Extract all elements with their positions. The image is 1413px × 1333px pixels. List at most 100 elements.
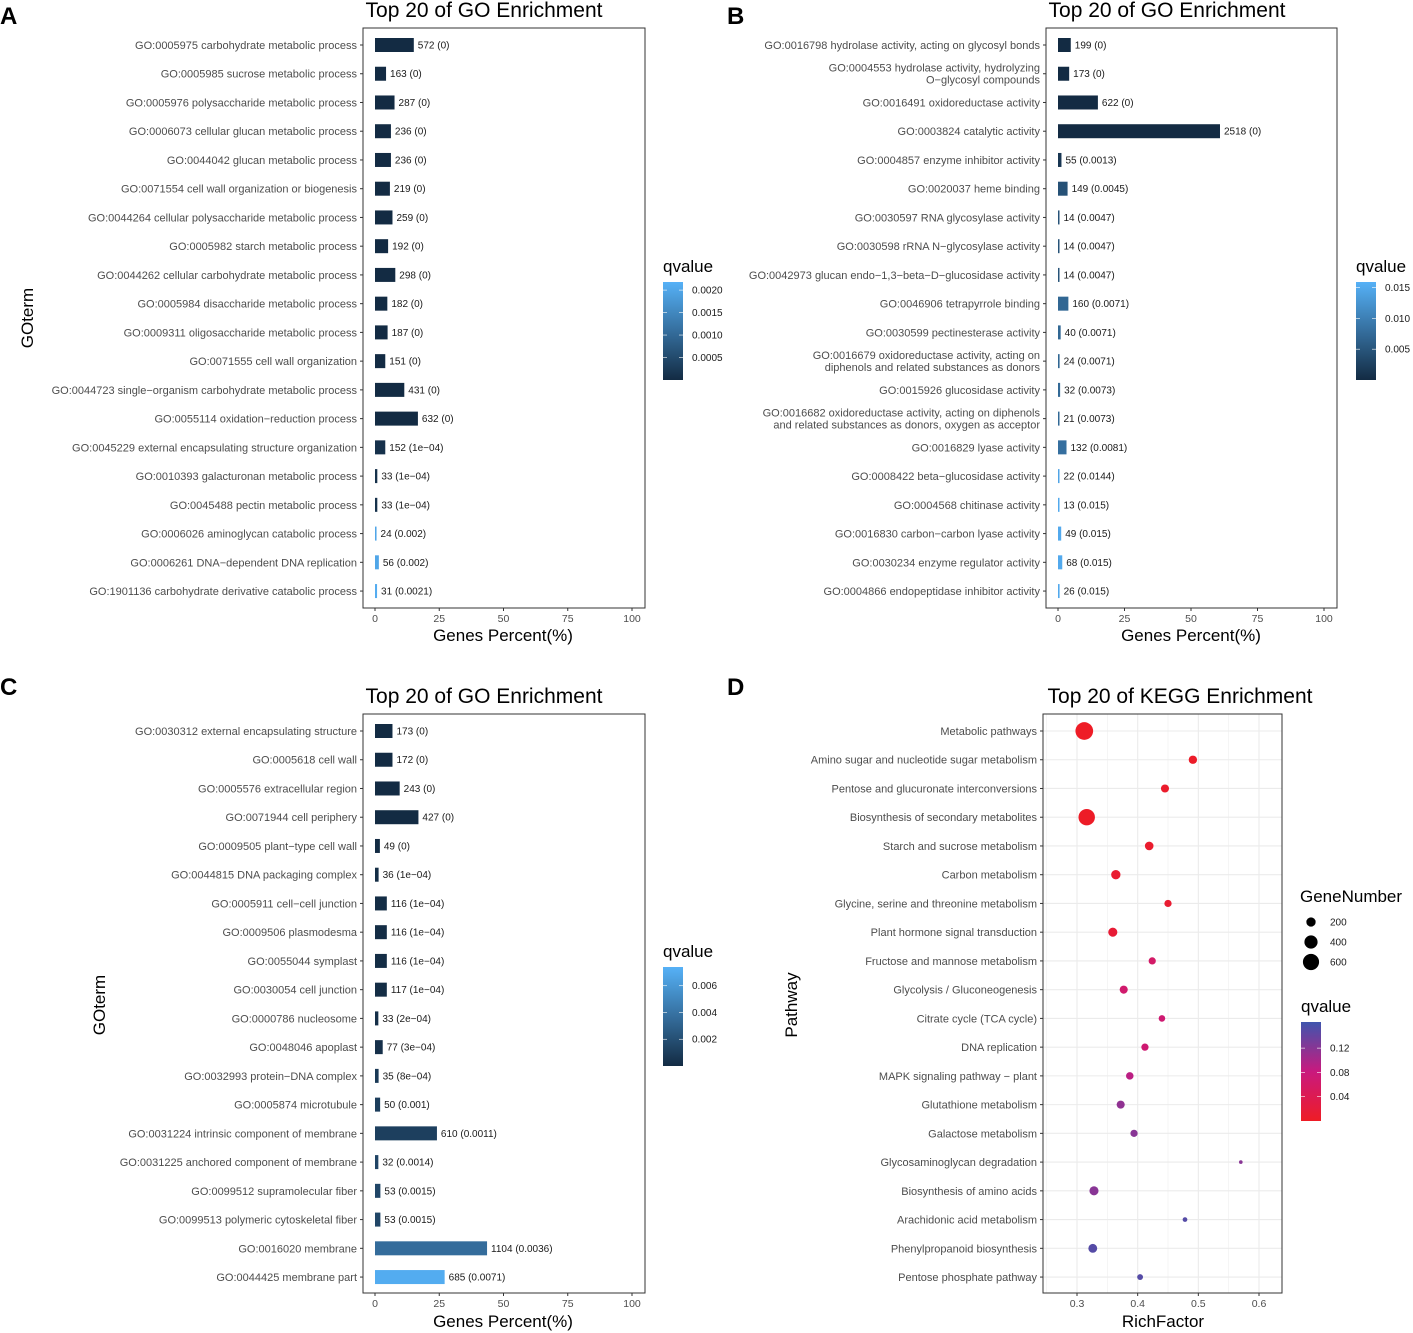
y-tick-label: Biosynthesis of amino acids xyxy=(901,1186,1037,1198)
plot-border xyxy=(1045,27,1338,609)
color-legend-label: 0.0010 xyxy=(692,331,723,342)
y-tick-label: Pentose phosphate pathway xyxy=(898,1272,1037,1284)
bar-data-label: 236 (0) xyxy=(395,155,427,166)
bar xyxy=(1058,239,1060,254)
x-tick-label: 100 xyxy=(623,613,641,625)
y-tick-label: GO:0004553 hydrolase activity, hydrolyzi… xyxy=(829,63,1041,87)
bar xyxy=(1058,526,1062,541)
bar-data-label: 56 (0.002) xyxy=(383,558,429,569)
bar xyxy=(375,752,393,767)
y-tick-label: GO:0016682 oxidoreductase activity, acti… xyxy=(763,408,1041,432)
bar-data-label: 35 (8e−04) xyxy=(383,1071,432,1082)
bar xyxy=(375,1097,381,1112)
y-tick-label: GO:0005985 sucrose metabolic process xyxy=(161,69,358,81)
bar xyxy=(375,724,393,738)
y-tick-label: GO:0044262 cellular carbohydrate metabol… xyxy=(97,270,357,282)
bar xyxy=(1058,469,1060,484)
x-tick-label: 100 xyxy=(623,1298,641,1310)
bar xyxy=(375,867,379,882)
bar-data-label: 199 (0) xyxy=(1075,41,1107,52)
bar xyxy=(1058,325,1061,340)
bar-data-label: 55 (0.0013) xyxy=(1065,155,1116,166)
bar-data-label: 219 (0) xyxy=(394,184,426,195)
bar xyxy=(375,555,379,570)
bar-data-label: 33 (1e−04) xyxy=(381,500,430,511)
bar xyxy=(1058,382,1061,397)
bar xyxy=(375,124,391,139)
y-tick-label: GO:0044815 DNA packaging complex xyxy=(171,870,357,882)
data-point xyxy=(1116,1100,1125,1109)
data-point xyxy=(1108,927,1118,937)
color-legend-bar xyxy=(1301,1022,1321,1121)
data-point xyxy=(1188,755,1198,764)
size-legend-label: 200 xyxy=(1330,918,1347,929)
y-tick-label: Carbon metabolism xyxy=(942,870,1037,882)
x-tick-label: 75 xyxy=(1252,613,1264,625)
data-point xyxy=(1111,870,1121,880)
y-tick-label: Starch and sucrose metabolism xyxy=(883,841,1037,853)
y-tick-label: Glycine, serine and threonine metabolism xyxy=(835,898,1037,910)
x-tick-label: 50 xyxy=(498,1298,510,1310)
color-legend-title: qvalue xyxy=(663,257,713,276)
chart-title: Top 20 of GO Enrichment xyxy=(366,685,603,708)
data-point xyxy=(1089,1186,1099,1196)
y-tick-label: GO:0005874 microtubule xyxy=(234,1100,357,1112)
y-tick-label: GO:0071555 cell wall organization xyxy=(189,356,357,368)
y-tick-label: GO:1901136 carbohydrate derivative catab… xyxy=(89,586,357,598)
bar xyxy=(375,95,395,110)
y-axis-label: GOterm xyxy=(90,975,109,1035)
bar xyxy=(375,152,391,167)
bar-data-label: 33 (2e−04) xyxy=(382,1014,431,1025)
bar-data-label: 50 (0.001) xyxy=(384,1100,430,1111)
y-tick-label: GO:0015926 glucosidase activity xyxy=(879,385,1040,397)
y-tick-label: GO:0055044 symplast xyxy=(248,956,357,968)
y-tick-label: Pentose and glucuronate interconversions xyxy=(832,783,1038,795)
bar-data-label: 13 (0.015) xyxy=(1064,500,1110,511)
plot-border xyxy=(362,713,646,1294)
y-tick-label: Glycosaminoglycan degradation xyxy=(880,1157,1037,1169)
x-axis-label: Genes Percent(%) xyxy=(433,1312,573,1331)
x-tick-label: 0.6 xyxy=(1252,1298,1267,1310)
panel-c: Top 20 of GO Enrichment Genes Percent(%) G… xyxy=(90,685,717,1331)
bar xyxy=(375,469,378,484)
bar xyxy=(375,810,419,825)
bar-data-label: 192 (0) xyxy=(392,242,424,253)
plot-border xyxy=(362,27,646,609)
bar xyxy=(375,584,378,599)
y-tick-label: GO:0030312 external encapsulating struct… xyxy=(135,726,357,738)
y-tick-label: GO:0006026 aminoglycan catabolic process xyxy=(141,529,357,541)
y-tick-label: Metabolic pathways xyxy=(940,726,1037,738)
bar xyxy=(375,66,387,81)
x-tick-label: 0 xyxy=(372,613,378,625)
y-tick-label: GO:0016020 membrane xyxy=(238,1243,357,1255)
y-tick-label: GO:0071944 cell periphery xyxy=(226,812,358,824)
y-tick-label: GO:0099513 polymeric cytoskeletal fiber xyxy=(159,1215,357,1227)
y-tick-label: GO:0030599 pectinesterase activity xyxy=(866,327,1041,339)
data-point xyxy=(1130,1129,1138,1137)
y-tick-label: GO:0048046 apoplast xyxy=(249,1042,357,1054)
bar xyxy=(375,267,396,282)
y-tick-label: GO:0005975 carbohydrate metabolic proces… xyxy=(135,40,357,52)
bar xyxy=(1058,181,1068,196)
x-tick-label: 0.3 xyxy=(1070,1298,1085,1310)
bar-data-label: 572 (0) xyxy=(418,41,450,52)
bar-data-label: 53 (0.0015) xyxy=(384,1186,435,1197)
size-legend-key xyxy=(1302,953,1320,971)
data-point xyxy=(1182,1217,1188,1222)
bar-data-label: 116 (1e−04) xyxy=(391,899,444,910)
bar xyxy=(1058,66,1070,81)
y-tick-label: Glutathione metabolism xyxy=(921,1100,1037,1112)
y-tick-label: GO:0006261 DNA−dependent DNA replication xyxy=(130,557,357,569)
x-tick-label: 25 xyxy=(433,613,445,625)
y-tick-label: GO:0009505 plant−type cell wall xyxy=(198,841,357,853)
color-legend-title: qvalue xyxy=(663,942,713,961)
x-tick-label: 100 xyxy=(1315,613,1333,625)
bar-data-label: 68 (0.015) xyxy=(1066,558,1112,569)
panel-letter-d: D xyxy=(727,674,744,701)
data-point xyxy=(1088,1243,1098,1253)
x-tick-label: 25 xyxy=(433,1298,445,1310)
bar xyxy=(375,1126,437,1141)
y-tick-label: GO:0003824 catalytic activity xyxy=(898,126,1041,138)
y-tick-label: GO:0004857 enzyme inhibitor activity xyxy=(857,155,1040,167)
bar-data-label: 117 (1e−04) xyxy=(391,985,444,996)
